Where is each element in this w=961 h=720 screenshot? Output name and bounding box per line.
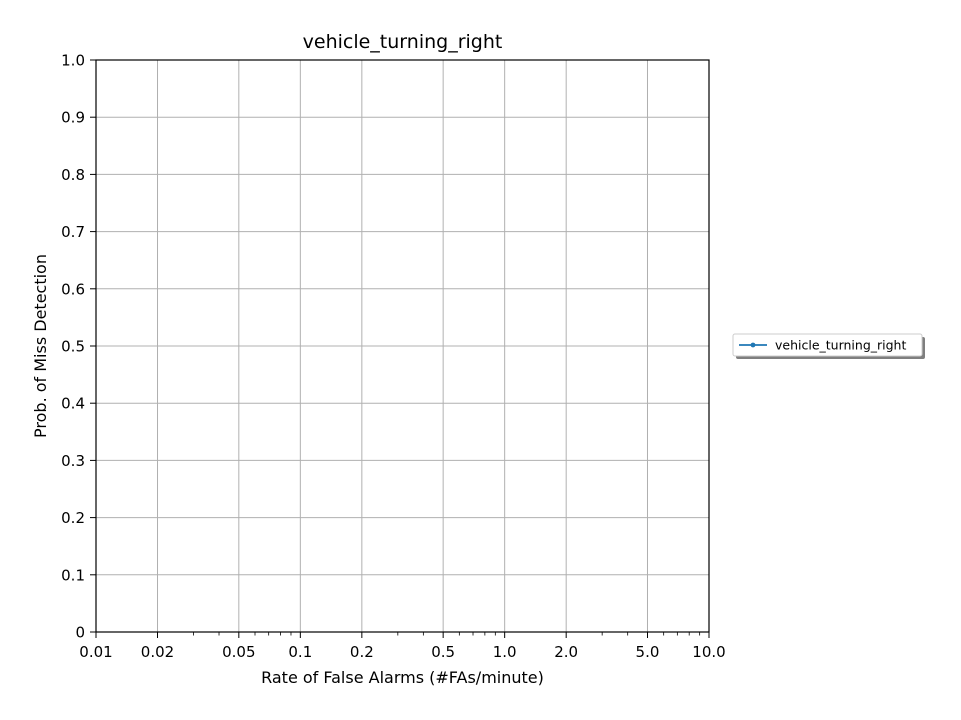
legend: vehicle_turning_right <box>732 333 925 359</box>
y-tick-label: 0 <box>75 624 85 642</box>
legend-box <box>732 333 923 357</box>
y-tick-label: 1.0 <box>61 52 85 70</box>
y-tick-label: 0.9 <box>61 109 85 127</box>
chart-title: vehicle_turning_right <box>303 31 503 53</box>
x-tick-label: 2.0 <box>554 643 578 661</box>
y-tick-label: 0.3 <box>61 452 85 470</box>
ticks: 0.01 0.02 0.05 0.1 0.2 0.5 1.0 2.0 5.0 10.0 0 0.1 0.… <box>61 52 726 662</box>
x-tick-label: 0.5 <box>431 643 455 661</box>
x-tick-label: 5.0 <box>636 643 660 661</box>
y-axis-label: Prob. of Miss Detection <box>31 254 50 438</box>
y-tick-label: 0.4 <box>61 395 85 413</box>
x-tick-label: 0.02 <box>141 643 174 661</box>
x-axis-label: Rate of False Alarms (#FAs/minute) <box>261 668 544 687</box>
x-tick-label: 0.01 <box>79 643 112 661</box>
y-tick-label: 0.7 <box>61 223 85 241</box>
legend-label: vehicle_turning_right <box>775 338 906 353</box>
y-tick-label: 0.2 <box>61 509 85 527</box>
y-tick-label: 0.6 <box>61 280 85 298</box>
x-tick-label: 0.1 <box>288 643 312 661</box>
x-tick-label: 0.05 <box>222 643 255 661</box>
y-tick-label: 0.5 <box>61 338 85 356</box>
x-tick-label: 0.2 <box>350 643 374 661</box>
x-tick-label: 10.0 <box>692 643 725 661</box>
y-tick-label: 0.1 <box>61 566 85 584</box>
x-tick-label: 1.0 <box>493 643 517 661</box>
y-tick-label: 0.8 <box>61 166 85 184</box>
legend-marker <box>750 342 756 348</box>
